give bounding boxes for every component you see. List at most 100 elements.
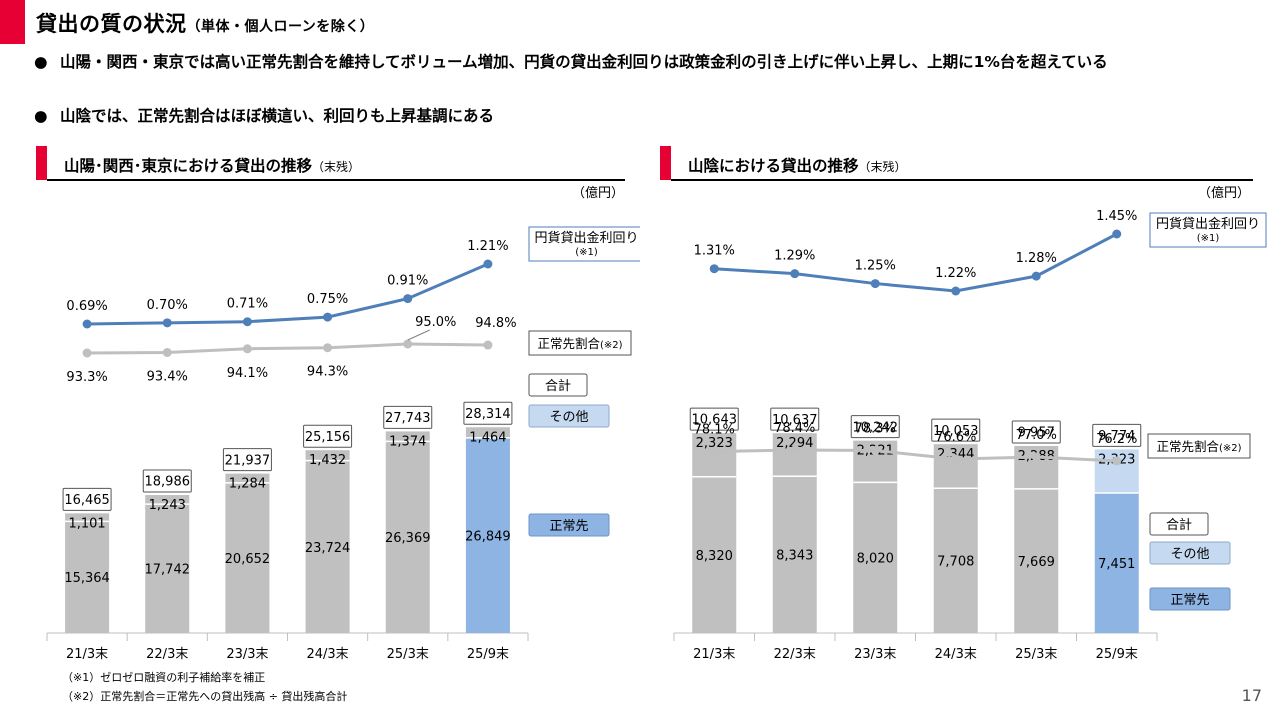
total-label-box: [62, 487, 112, 511]
rate-point: [82, 319, 92, 329]
legend-normal-box: [1149, 587, 1231, 611]
rate-point: [790, 269, 800, 279]
bar-value-label: 7,669: [1018, 555, 1055, 570]
rate-point: [403, 294, 413, 304]
bullet-dot: ●: [34, 107, 48, 125]
total-label-box: [931, 418, 981, 442]
rate-line: [714, 232, 1118, 293]
total-label: 28,314: [465, 407, 511, 422]
ratio-point: [162, 347, 172, 357]
bar-value-label: 7,451: [1098, 557, 1135, 572]
other-value-label: 1,374: [389, 434, 426, 449]
total-label: 10,053: [933, 424, 979, 439]
legend-ratio-note: (※2): [1219, 443, 1242, 454]
total-label-box: [850, 415, 900, 439]
right-section-underline: [671, 179, 1253, 181]
rate-label: 1.29%: [774, 249, 815, 264]
rate-point: [483, 259, 493, 269]
bar-normal: [1094, 493, 1139, 633]
other-value-label: 2,294: [776, 436, 813, 451]
footnote-2: （※2）正常先割合＝正常先への貸出残高 ÷ 貸出残高合計: [62, 690, 348, 703]
page-number: 17: [1241, 686, 1262, 705]
title-accent-bar: [0, 0, 25, 44]
ratio-point: [951, 454, 961, 464]
other-value-label: 1,101: [68, 516, 105, 531]
bar-normal: [225, 482, 270, 633]
x-tick-label: 24/3末: [935, 647, 977, 662]
total-label: 10,637: [772, 413, 818, 428]
legend-other-box: [528, 404, 610, 428]
total-label-box: [303, 424, 353, 448]
x-tick-label: 25/3末: [1015, 647, 1057, 662]
page-title: 貸出の質の状況（単体・個人ローンを除く）: [36, 12, 375, 36]
other-value-label: 2,323: [696, 436, 733, 451]
rate-label: 1.22%: [935, 266, 976, 281]
right-chart: 8,320 2,323 10,643 21/3末 8,343 2,294 10,637 22/…: [673, 209, 1267, 662]
legend-ratio-label: 正常先割合(※2): [1156, 439, 1241, 454]
ratio-label: 94.8%: [475, 316, 516, 331]
bar-normal: [853, 482, 898, 633]
rate-point: [1031, 271, 1041, 281]
total-label: 10,643: [692, 413, 738, 428]
total-label-box: [1011, 420, 1061, 444]
left-chart: 15,364 1,101 16,465 21/3末 17,742 1,243 18,986 2…: [46, 226, 640, 662]
left-chart-title-sub: （末残）: [312, 160, 361, 174]
total-label: 25,156: [305, 430, 351, 445]
total-label: 10,242: [853, 420, 899, 435]
x-tick-label: 21/3末: [693, 647, 735, 662]
other-value-label: 1,243: [149, 498, 186, 513]
other-value-label: 1,432: [309, 453, 346, 468]
legend-rate-box: [528, 226, 640, 262]
ratio-point: [1112, 456, 1122, 466]
right-unit-label: （億円）: [1198, 186, 1251, 201]
total-label: 16,465: [64, 493, 110, 508]
ratio-label: 77.0%: [1016, 428, 1057, 443]
left-unit-label: （億円）: [572, 186, 625, 201]
legend-rate-note: (※1): [575, 247, 598, 258]
rate-label: 0.71%: [227, 297, 268, 312]
bar-normal: [465, 437, 510, 633]
ratio-point: [790, 445, 800, 455]
other-value-label: 1,464: [469, 430, 506, 445]
ratio-point: [403, 339, 413, 349]
rate-label: 1.31%: [694, 244, 735, 259]
total-label-box: [222, 448, 272, 472]
bar-value-label: 26,849: [465, 529, 511, 544]
legend-ratio-note: (※2): [600, 340, 623, 351]
ratio-label: 78.3%: [855, 422, 896, 437]
bar-normal: [1014, 488, 1059, 633]
rate-label: 0.75%: [307, 292, 348, 307]
page-subtitle: （単体・個人ローンを除く）: [186, 19, 375, 35]
bar-other: [65, 513, 110, 522]
bar-normal: [305, 460, 350, 633]
legend-total-label: 合計: [545, 378, 571, 394]
rate-point: [323, 312, 333, 322]
ratio-label: 76.2%: [1096, 432, 1137, 447]
total-label-box: [1092, 423, 1142, 447]
total-label-box: [142, 469, 192, 493]
ratio-label: 78.4%: [774, 421, 815, 436]
bar-other: [305, 450, 350, 461]
legend-rate-label: 円貨貸出金利回り: [534, 230, 638, 246]
right-chart-title-sub: （末残）: [858, 160, 907, 174]
right-section-accent: [660, 146, 671, 180]
total-label: 9,774: [1098, 429, 1135, 444]
bar-other: [225, 473, 270, 483]
ratio-label: 94.1%: [227, 366, 268, 381]
bar-other: [933, 444, 978, 489]
bar-value-label: 20,652: [225, 552, 271, 567]
legend-normal-label: 正常先: [1170, 593, 1209, 608]
rate-line: [87, 262, 489, 326]
x-tick-label: 23/3末: [226, 647, 268, 662]
left-section-underline: [47, 179, 625, 181]
bar-value-label: 8,320: [696, 549, 733, 564]
bar-other: [465, 427, 510, 438]
rate-label: 1.28%: [1016, 251, 1057, 266]
rate-label: 0.91%: [387, 274, 428, 289]
legend-total-box: [528, 373, 588, 397]
bar-value-label: 8,343: [776, 549, 813, 564]
total-label-box: [689, 407, 739, 431]
x-tick-label: 23/3末: [854, 647, 896, 662]
legend-total-label: 合計: [1166, 517, 1192, 533]
total-label: 21,937: [225, 453, 271, 468]
